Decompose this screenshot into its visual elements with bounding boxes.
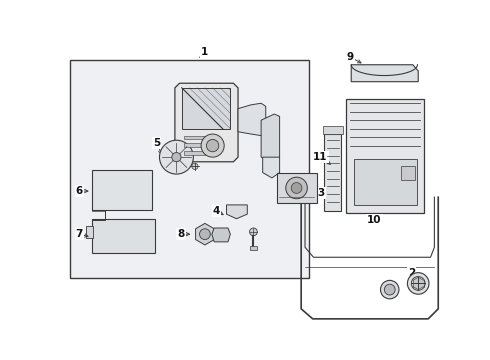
Bar	[354, 159, 416, 205]
Bar	[249, 246, 257, 250]
Circle shape	[199, 229, 210, 239]
Circle shape	[381, 280, 399, 299]
Bar	[184, 151, 206, 155]
Circle shape	[172, 153, 181, 162]
Text: 2: 2	[408, 267, 415, 278]
Bar	[92, 170, 152, 210]
Circle shape	[206, 139, 219, 152]
Bar	[70, 60, 309, 278]
Circle shape	[249, 228, 257, 236]
Polygon shape	[238, 103, 266, 136]
Bar	[324, 134, 341, 211]
Bar	[323, 126, 343, 134]
Polygon shape	[351, 65, 418, 82]
Bar	[276, 172, 317, 203]
Text: 10: 10	[367, 215, 382, 225]
Circle shape	[201, 134, 224, 157]
Circle shape	[291, 183, 302, 193]
Circle shape	[411, 276, 425, 291]
Polygon shape	[226, 205, 247, 219]
Text: 1: 1	[201, 48, 209, 58]
Polygon shape	[196, 223, 214, 245]
Circle shape	[286, 177, 307, 199]
Polygon shape	[261, 114, 280, 163]
Circle shape	[408, 273, 429, 294]
Polygon shape	[175, 83, 238, 162]
Bar	[401, 166, 415, 180]
Text: 6: 6	[76, 186, 83, 196]
Circle shape	[192, 163, 198, 170]
Bar	[184, 143, 206, 147]
Polygon shape	[182, 88, 230, 130]
Text: 5: 5	[153, 138, 160, 148]
Text: 3: 3	[318, 188, 325, 198]
Text: 7: 7	[76, 229, 83, 239]
Circle shape	[384, 284, 395, 295]
Text: 9: 9	[347, 52, 354, 62]
Polygon shape	[263, 157, 280, 178]
Circle shape	[160, 140, 194, 174]
Text: 8: 8	[177, 229, 185, 239]
Polygon shape	[212, 228, 230, 242]
Bar	[184, 136, 206, 139]
Bar	[92, 219, 155, 253]
Bar	[86, 226, 93, 238]
Bar	[346, 99, 424, 213]
Text: 4: 4	[213, 206, 220, 216]
Text: 11: 11	[313, 152, 328, 162]
